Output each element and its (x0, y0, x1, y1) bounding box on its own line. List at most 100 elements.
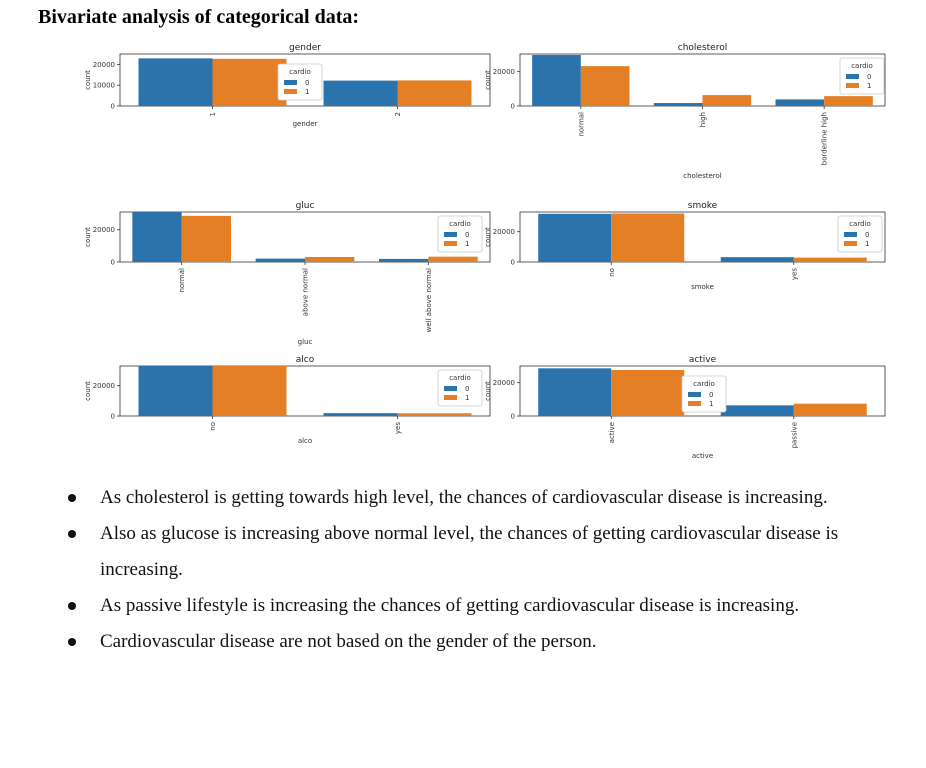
cholesterol-y-tick-label: 0 (511, 103, 515, 111)
alco-y-axis-label: count (84, 381, 92, 401)
observation-item: Cardiovascular disease are not based on … (60, 624, 900, 660)
smoke-chart-title: smoke (688, 201, 718, 211)
gender-legend-title: cardio (289, 68, 311, 76)
smoke-plot-frame (519, 211, 886, 263)
gluc-bar-cardio-0-above-normal (255, 258, 305, 262)
gender-y-tick-label: 0 (111, 103, 115, 111)
cholesterol-bar-cardio-1-normal (580, 66, 630, 106)
alco-legend-swatch-1 (444, 395, 457, 400)
active-x-tick-label: passive (790, 422, 798, 448)
cholesterol-bar-cardio-0-high (653, 103, 703, 106)
cholesterol-legend-label-0: 0 (867, 73, 871, 81)
gluc-x-tick-label: normal (178, 268, 186, 293)
smoke-legend-label-0: 0 (865, 231, 869, 239)
alco-x-tick-label: no (209, 422, 217, 431)
smoke-x-axis-label: smoke (691, 283, 714, 291)
gender-x-tick-label: 2 (394, 112, 402, 116)
gluc-bar-cardio-1-above-normal (305, 257, 355, 262)
gluc-legend-title: cardio (449, 220, 471, 228)
gluc-legend-label-1: 1 (465, 240, 469, 248)
cholesterol-x-tick-label: high (699, 112, 707, 127)
gluc-bar-cardio-1-normal (181, 215, 231, 262)
alco-y-tick-label: 20000 (93, 382, 115, 390)
gender-plot-frame (119, 53, 491, 107)
gluc-y-axis-label: count (84, 227, 92, 247)
observations-list: As cholesterol is getting towards high l… (60, 480, 900, 660)
cholesterol-legend-label-1: 1 (867, 82, 871, 90)
gender-legend-swatch-0 (284, 80, 297, 85)
active-y-tick-label: 0 (511, 413, 515, 421)
cholesterol-x-tick-label: borderline high (821, 112, 829, 165)
gluc-legend-swatch-0 (444, 232, 457, 237)
alco-legend-swatch-0 (444, 386, 457, 391)
active-bar-cardio-0-active (538, 368, 612, 416)
alco-bar-cardio-1-no (212, 365, 287, 416)
smoke-bar-cardio-0-yes (720, 257, 794, 262)
active-legend-label-1: 1 (709, 400, 713, 408)
active-bar-cardio-1-passive (793, 403, 867, 416)
cholesterol-chart-title: cholesterol (678, 43, 727, 53)
gender-x-tick-label: 1 (209, 112, 217, 116)
smoke-y-tick-label: 0 (511, 259, 515, 267)
smoke-x-tick-label: no (608, 268, 616, 277)
active-plot-frame (519, 365, 886, 417)
cholesterol-x-tick-label: normal (577, 112, 585, 137)
active-chart-title: active (689, 355, 717, 365)
alco-bar-cardio-1-yes (397, 413, 472, 416)
observation-item: Also as glucose is increasing above norm… (60, 516, 900, 588)
active-y-tick-label: 20000 (493, 379, 515, 387)
section-heading: Bivariate analysis of categorical data: (38, 6, 360, 28)
gender-bar-cardio-0-2 (323, 80, 398, 106)
alco-bar-cardio-0-yes (323, 413, 398, 416)
observation-item: As cholesterol is getting towards high l… (60, 480, 900, 516)
gluc-chart-title: gluc (296, 201, 315, 211)
smoke-legend-swatch-0 (844, 232, 857, 237)
alco-bar-cardio-0-no (138, 366, 213, 416)
gender-y-tick-label: 20000 (93, 61, 115, 69)
gender-legend-label-1: 1 (305, 88, 309, 96)
active-x-axis-label: active (692, 452, 713, 460)
active-legend-title: cardio (693, 380, 715, 388)
smoke-bar-cardio-0-no (538, 213, 612, 262)
cholesterol-legend-swatch-1 (846, 83, 859, 88)
gender-y-axis-label: count (84, 70, 92, 90)
gluc-x-axis-label: gluc (298, 338, 313, 346)
smoke-x-tick-label: yes (790, 268, 798, 280)
gluc-x-tick-label: well above normal (425, 268, 433, 332)
gender-chart-title: gender (289, 43, 321, 53)
smoke-legend-label-1: 1 (865, 240, 869, 248)
cholesterol-bar-cardio-1-high (702, 95, 752, 106)
smoke-bar-cardio-1-no (611, 213, 685, 262)
cholesterol-legend-title: cardio (851, 62, 873, 70)
gender-bar-cardio-0-1 (138, 58, 213, 106)
gluc-bar-cardio-1-well-above-normal (428, 256, 478, 262)
alco-legend-label-1: 1 (465, 394, 469, 402)
gender-bar-cardio-1-2 (397, 80, 472, 106)
active-legend-swatch-0 (688, 392, 701, 397)
alco-plot-frame (119, 365, 491, 417)
alco-legend-title: cardio (449, 374, 471, 382)
alco-y-tick-label: 0 (111, 413, 115, 421)
smoke-legend-title: cardio (849, 220, 871, 228)
cholesterol-bar-cardio-0-normal (532, 55, 581, 106)
smoke-legend-swatch-1 (844, 241, 857, 246)
gender-x-axis-label: gender (293, 120, 318, 128)
gluc-y-tick-label: 0 (111, 259, 115, 267)
cholesterol-x-axis-label: cholesterol (683, 172, 722, 180)
gluc-legend-label-0: 0 (465, 231, 469, 239)
cholesterol-bar-cardio-1-borderline-high (824, 96, 873, 106)
active-legend-swatch-1 (688, 401, 701, 406)
observation-item: As passive lifestyle is increasing the c… (60, 588, 900, 624)
smoke-bar-cardio-1-yes (793, 257, 867, 262)
gluc-x-tick-label: above normal (302, 268, 310, 316)
active-bar-cardio-0-passive (720, 405, 794, 416)
active-legend-label-0: 0 (709, 391, 713, 399)
gluc-y-tick-label: 20000 (93, 226, 115, 234)
alco-x-tick-label: yes (394, 422, 402, 434)
gluc-bar-cardio-0-well-above-normal (379, 258, 429, 262)
active-bar-cardio-1-active (611, 370, 685, 416)
gender-bar-cardio-1-1 (212, 58, 287, 106)
gender-y-tick-label: 10000 (93, 82, 115, 90)
cholesterol-bar-cardio-0-borderline-high (775, 99, 825, 106)
